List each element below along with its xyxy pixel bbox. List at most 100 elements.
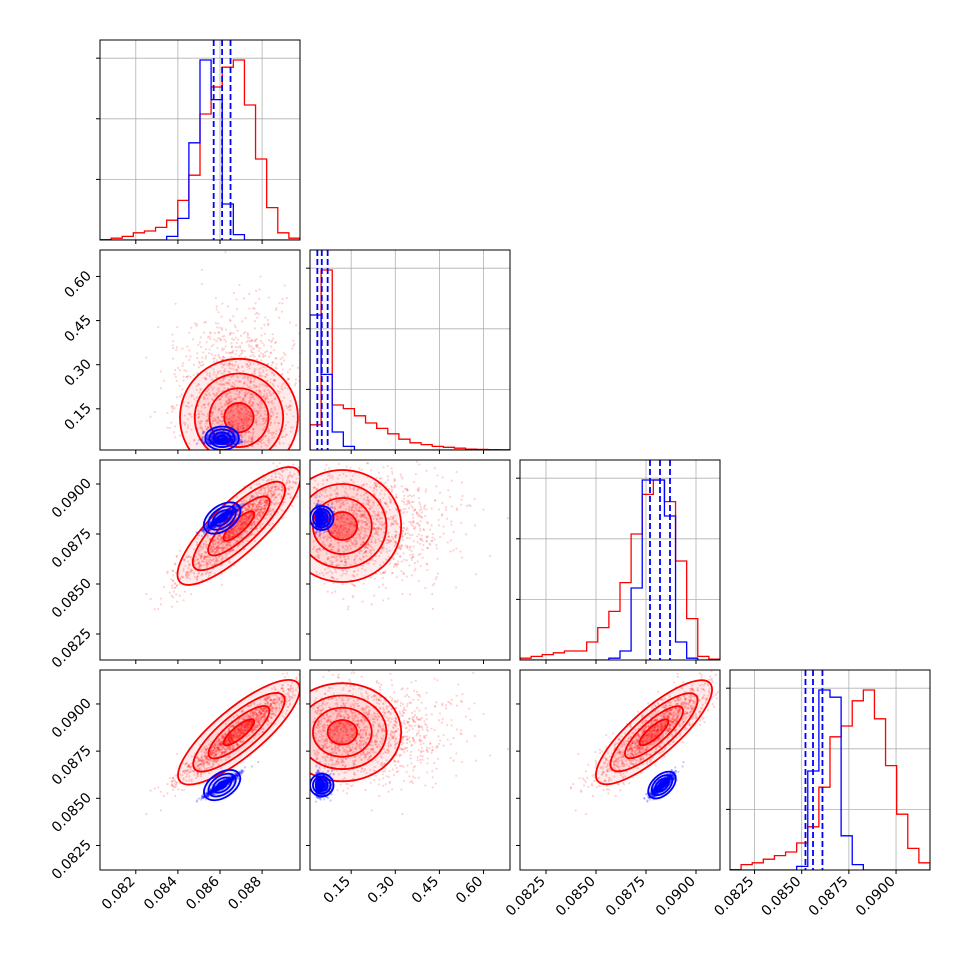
- sample-point: [220, 395, 223, 398]
- sample-point: [218, 398, 221, 401]
- sample-point: [266, 493, 269, 496]
- sample-point: [226, 439, 229, 442]
- sample-point: [211, 439, 214, 442]
- sample-point: [241, 419, 244, 423]
- sample-point: [257, 411, 261, 414]
- sample-point: [254, 340, 257, 343]
- sample-point: [251, 439, 254, 443]
- sample-point: [222, 436, 226, 439]
- sample-point: [265, 503, 268, 506]
- sample-point: [246, 539, 249, 543]
- sample-point: [233, 442, 237, 445]
- sample-point: [271, 431, 274, 434]
- sample-point: [241, 440, 244, 444]
- sample-point: [256, 508, 259, 511]
- sample-point: [222, 383, 225, 386]
- sample-point: [145, 356, 148, 359]
- sample-point: [241, 366, 244, 369]
- sample-point: [271, 383, 274, 386]
- sample-point: [190, 415, 193, 418]
- sample-point: [249, 398, 252, 401]
- sample-point: [221, 437, 224, 440]
- sample-point: [291, 504, 294, 507]
- sample-point: [226, 436, 229, 439]
- sample-point: [237, 338, 240, 341]
- sample-point: [220, 315, 223, 318]
- sample-point: [159, 597, 162, 600]
- sample-point: [264, 397, 267, 400]
- sample-point: [258, 416, 261, 419]
- sample-point: [216, 372, 220, 375]
- sample-point: [251, 347, 254, 350]
- sample-point: [296, 366, 300, 369]
- sample-point: [237, 536, 240, 539]
- sample-point: [261, 417, 264, 421]
- sample-point: [215, 434, 219, 437]
- sample-point: [240, 413, 243, 416]
- sample-point: [202, 397, 206, 400]
- sample-point: [212, 441, 215, 444]
- sample-point: [418, 501, 421, 504]
- sample-point: [216, 546, 219, 549]
- sample-point: [220, 558, 223, 561]
- sample-point: [247, 430, 250, 434]
- sample-point: [232, 528, 235, 531]
- sample-point: [246, 504, 249, 507]
- sample-point: [297, 451, 299, 453]
- sample-point: [209, 332, 212, 335]
- sample-point: [288, 368, 291, 371]
- sample-point: [185, 355, 188, 358]
- sample-point: [232, 548, 235, 551]
- sample-point: [228, 383, 231, 386]
- sample-point: [175, 346, 178, 349]
- sample-point: [237, 418, 240, 422]
- sample-point: [238, 415, 242, 418]
- sample-point: [264, 434, 267, 437]
- sample-point: [259, 515, 263, 518]
- sample-point: [222, 377, 225, 380]
- sample-point: [274, 341, 277, 344]
- sample-point: [218, 407, 222, 410]
- sample-point: [281, 486, 284, 489]
- sample-point: [236, 545, 240, 548]
- sample-point: [214, 418, 217, 422]
- sample-point: [263, 395, 266, 398]
- sample-point: [263, 397, 266, 400]
- sample-point: [233, 364, 237, 367]
- sample-point: [200, 555, 203, 558]
- sample-point: [270, 495, 273, 498]
- sample-point: [248, 439, 251, 443]
- sample-point: [265, 418, 268, 421]
- sample-point: [240, 349, 243, 352]
- histogram-panel-0: [96, 39, 301, 244]
- sample-point: [235, 539, 239, 542]
- sample-point: [233, 385, 236, 389]
- sample-point: [210, 436, 214, 439]
- sample-point: [268, 490, 271, 493]
- sample-point: [220, 548, 223, 551]
- sample-point: [228, 367, 231, 370]
- sample-point: [210, 438, 213, 442]
- sample-point: [285, 413, 288, 416]
- sample-point: [236, 513, 239, 516]
- sample-point: [212, 393, 216, 396]
- sample-point: [240, 432, 244, 436]
- sample-point: [198, 412, 201, 415]
- sample-point: [229, 423, 232, 426]
- sample-point: [255, 338, 258, 341]
- sample-point: [273, 379, 277, 382]
- sample-point: [330, 591, 334, 594]
- sample-point: [235, 368, 238, 371]
- sample-point: [229, 391, 232, 394]
- sample-point: [226, 542, 229, 545]
- sample-point: [246, 376, 249, 379]
- sample-point: [297, 466, 300, 469]
- sample-point: [215, 557, 219, 560]
- sample-point: [287, 474, 290, 477]
- sample-point: [276, 390, 279, 393]
- sample-point: [253, 520, 256, 523]
- hist-series: [310, 250, 510, 450]
- sample-point: [225, 440, 228, 443]
- sample-point: [228, 422, 231, 425]
- sample-point: [244, 520, 247, 523]
